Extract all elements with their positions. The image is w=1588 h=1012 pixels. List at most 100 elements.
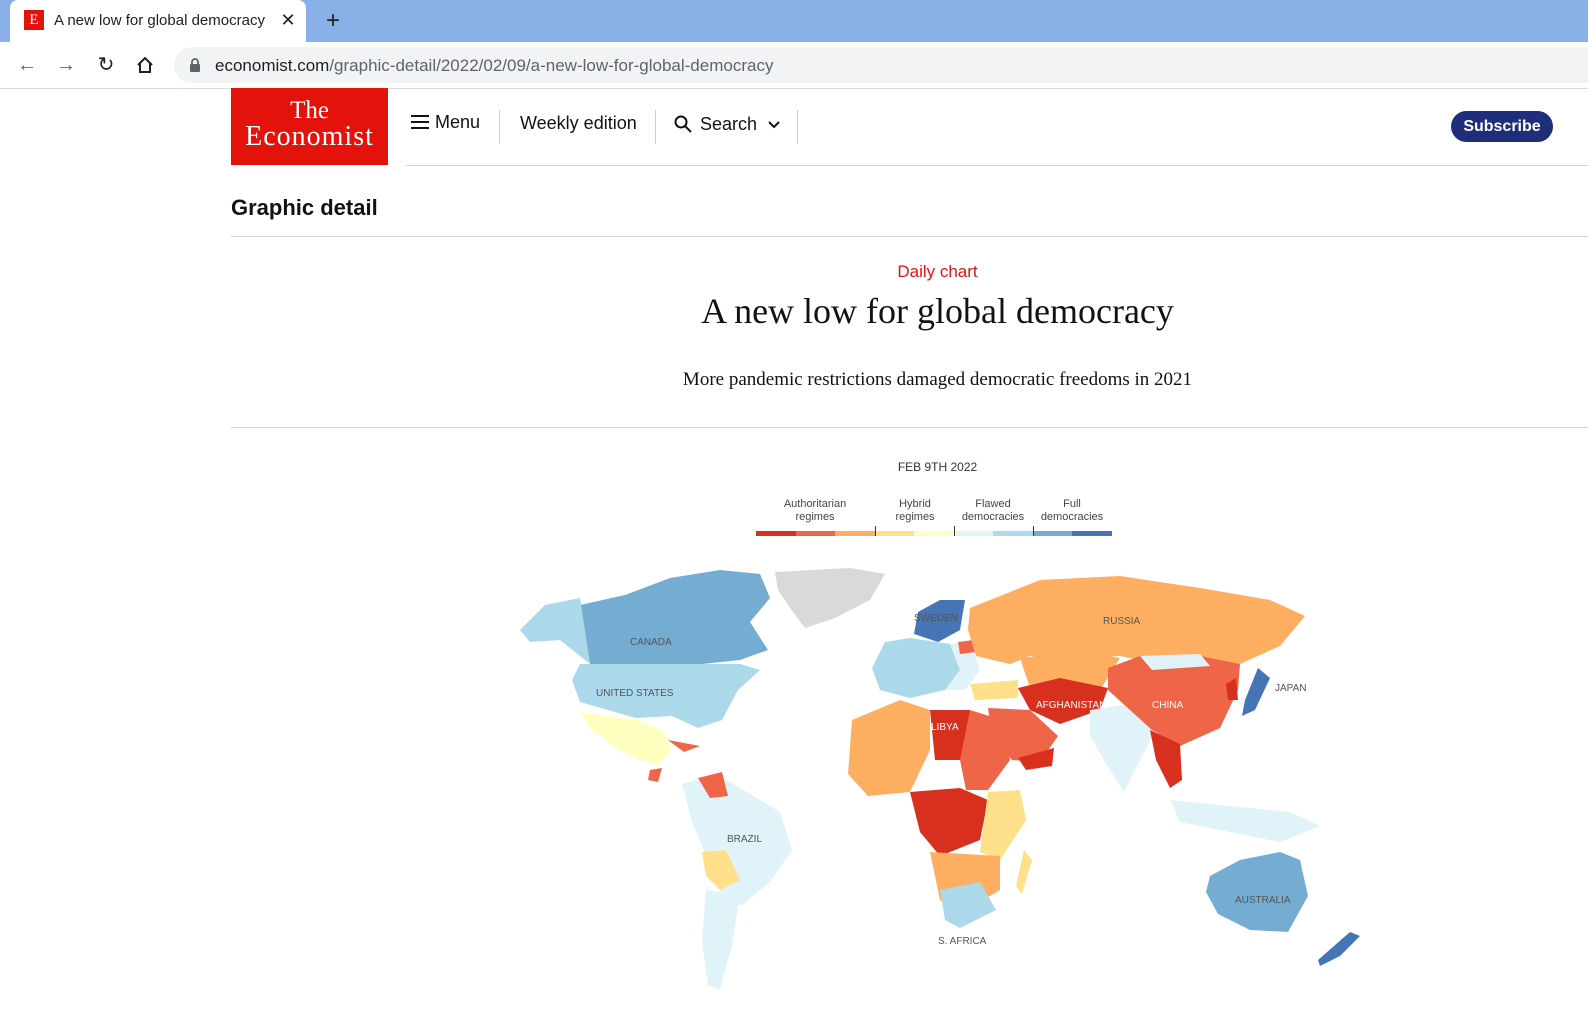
legend-swatch <box>835 531 875 536</box>
country-belarus[interactable] <box>958 640 976 654</box>
label-afghanistan: AFGHANISTAN <box>1036 700 1106 711</box>
reload-icon[interactable]: ↻ <box>97 54 115 76</box>
weekly-edition-link[interactable]: Weekly edition <box>520 113 637 133</box>
divider <box>231 236 1588 237</box>
legend-swatch <box>874 531 914 536</box>
legend-swatch <box>756 531 796 536</box>
country-north-west-africa[interactable] <box>848 700 930 796</box>
country-central-africa[interactable] <box>910 788 988 856</box>
legend-tick <box>953 526 955 536</box>
legend-label-line1: Authoritarian <box>783 498 847 510</box>
country-cuba[interactable] <box>668 740 700 752</box>
label-libya: LIBYA <box>931 722 959 733</box>
url-text: economist.com/graphic-detail/2022/02/09/… <box>215 56 773 76</box>
legend-label-line1: Full <box>1063 498 1081 510</box>
country-myanmar-thailand[interactable] <box>1150 730 1182 788</box>
site-navigation: Menu Weekly edition Search <box>406 88 1588 166</box>
label-australia: AUSTRALIA <box>1235 895 1291 906</box>
legend-label-line2: democracies <box>1040 511 1104 523</box>
nav-divider <box>797 110 798 144</box>
home-icon[interactable] <box>131 51 159 79</box>
label-south-africa: S. AFRICA <box>938 936 987 947</box>
country-east-africa[interactable] <box>980 790 1026 860</box>
country-usa[interactable] <box>572 664 760 728</box>
world-democracy-map: CANADA UNITED STATES BRAZIL SWEDEN RUSSI… <box>520 568 1360 990</box>
legend-label-authoritarian: Authoritarian regimes <box>774 498 856 524</box>
label-russia: RUSSIA <box>1103 616 1141 627</box>
logo-line2: Economist <box>245 121 374 152</box>
close-tab-icon[interactable]: ✕ <box>280 10 296 30</box>
legend-label-full: Full democracies <box>1036 498 1108 524</box>
address-bar[interactable]: economist.com/graphic-detail/2022/02/09/… <box>174 47 1588 83</box>
country-alaska[interactable] <box>520 598 590 664</box>
country-japan[interactable] <box>1242 668 1270 716</box>
country-madagascar[interactable] <box>1016 850 1032 894</box>
divider <box>231 427 1588 428</box>
browser-toolbar: ← → ↻ economist.com/graphic-detail/2022/… <box>0 42 1588 89</box>
country-indonesia[interactable] <box>1170 800 1320 842</box>
country-turkey[interactable] <box>970 680 1018 700</box>
country-brazil[interactable] <box>682 774 792 905</box>
headline: A new low for global democracy <box>701 291 1174 331</box>
label-brazil: BRAZIL <box>727 834 762 845</box>
country-south-africa[interactable] <box>940 882 996 928</box>
legend-swatch <box>1032 531 1072 536</box>
chart-date: FEB 9TH 2022 <box>897 460 978 474</box>
country-canada[interactable] <box>580 570 770 664</box>
country-yemen[interactable] <box>1018 748 1054 770</box>
country-korea[interactable] <box>1226 678 1238 700</box>
country-nicaragua[interactable] <box>648 768 662 782</box>
subscribe-button[interactable]: Subscribe <box>1451 111 1553 142</box>
country-mongolia[interactable] <box>1140 654 1210 670</box>
legend-label-line2: regimes <box>795 511 835 523</box>
nav-divider <box>655 110 656 144</box>
country-mexico[interactable] <box>580 712 672 765</box>
new-tab-icon[interactable]: + <box>325 7 340 34</box>
country-scandinavia[interactable] <box>914 600 965 642</box>
label-sweden: SWEDEN <box>914 613 958 624</box>
search-icon <box>674 115 692 133</box>
country-india[interactable] <box>1090 702 1160 792</box>
legend-label-hybrid: Hybrid regimes <box>880 498 950 524</box>
country-greenland[interactable] <box>775 568 885 628</box>
country-australia[interactable] <box>1206 852 1308 932</box>
country-egypt-sudan[interactable] <box>960 710 1010 790</box>
logo-line1: The <box>290 97 329 124</box>
nav-divider <box>499 110 500 144</box>
country-bolivia[interactable] <box>702 850 740 890</box>
back-arrow-icon[interactable]: ← <box>17 54 37 76</box>
economist-logo[interactable]: The Economist <box>231 88 388 165</box>
kicker[interactable]: Daily chart <box>897 262 978 281</box>
lock-icon <box>190 58 200 72</box>
country-western-europe[interactable] <box>872 638 960 698</box>
tab-title: A new low for global democracy <box>54 12 265 29</box>
economist-favicon-icon: E <box>24 10 44 30</box>
forward-arrow-icon[interactable]: → <box>56 54 76 76</box>
menu-button[interactable]: Menu <box>411 112 480 133</box>
legend-swatch <box>993 531 1033 536</box>
country-new-zealand[interactable] <box>1318 932 1360 966</box>
legend-swatch <box>1072 531 1112 536</box>
section-title[interactable]: Graphic detail <box>231 195 378 220</box>
country-libya[interactable] <box>930 710 970 760</box>
legend-swatch <box>914 531 954 536</box>
country-venezuela[interactable] <box>698 772 728 798</box>
menu-label: Menu <box>435 112 481 132</box>
country-argentina-chile[interactable] <box>702 890 740 990</box>
legend-swatch <box>795 531 835 536</box>
legend-swatch <box>953 531 993 536</box>
hamburger-icon <box>411 115 429 129</box>
browser-tab[interactable]: E A new low for global democracy ✕ <box>10 0 306 42</box>
label-united-states: UNITED STATES <box>596 688 674 699</box>
chevron-down-icon <box>768 121 780 129</box>
legend-label-line2: regimes <box>895 511 935 523</box>
legend-label-line1: Flawed <box>975 498 1011 510</box>
label-canada: CANADA <box>630 637 672 648</box>
map-legend: Authoritarian regimes Hybrid regimes Flawe… <box>756 498 1112 540</box>
country-russia[interactable] <box>968 576 1305 664</box>
country-china[interactable] <box>1108 656 1240 746</box>
url-path: /graphic-detail/2022/02/09/a-new-low-for… <box>329 56 774 75</box>
country-iran-afghanistan[interactable] <box>1018 678 1108 724</box>
search-button[interactable]: Search <box>674 114 780 135</box>
legend-label-flawed: Flawed democracies <box>956 498 1030 524</box>
